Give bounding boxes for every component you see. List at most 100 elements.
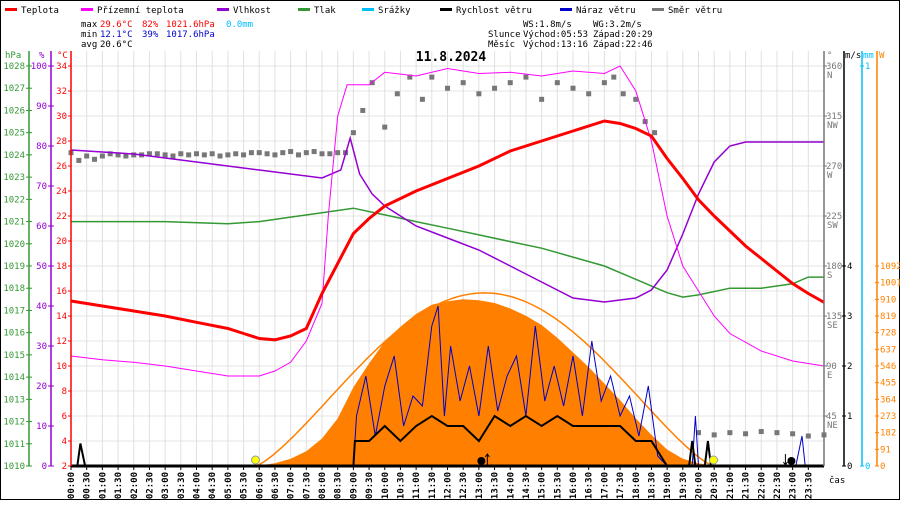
wind-direction-point	[186, 152, 192, 158]
x-tick-label: 07:00	[287, 472, 297, 499]
pressure-tick-label: 1019	[3, 262, 25, 272]
x-tick-label: 15:00	[538, 472, 548, 499]
direction-tick-name: E	[827, 371, 832, 381]
wind-direction-point	[288, 149, 294, 155]
direction-tick-label: 135	[826, 312, 842, 322]
x-tick-label: 17:30	[616, 472, 626, 499]
x-tick-label: 08:00	[318, 472, 328, 499]
wind-direction-point	[225, 152, 231, 158]
x-tick-label: 23:30	[804, 472, 814, 499]
temperature-tick-label: 28	[56, 137, 67, 147]
legend-item-label: Rychlost větru	[456, 6, 532, 16]
solar-tick-label: 273	[880, 412, 896, 422]
wind-direction-point	[460, 80, 466, 86]
temperature-tick-label: 8	[62, 387, 67, 397]
moonrise-marker	[477, 457, 486, 465]
solar-tick-label: 819	[880, 312, 896, 322]
solar-tick-label: 0	[880, 462, 885, 472]
legend-swatch	[652, 8, 664, 11]
wind-direction-point	[476, 91, 482, 97]
wind-direction-point	[507, 80, 513, 86]
wind-direction-point	[492, 85, 498, 91]
wind-tick-label: 2	[847, 362, 852, 372]
x-tick-label: 15:30	[553, 472, 563, 499]
pressure-tick-label: 1028	[3, 62, 25, 72]
x-tick-label: 23:00	[789, 472, 799, 499]
temperature-tick-label: 18	[56, 262, 67, 272]
legend-swatch	[560, 8, 572, 11]
solar-tick-label: 182	[880, 429, 896, 439]
stat-max-label: max	[81, 20, 98, 30]
wind-direction-point	[586, 91, 592, 97]
x-tick-label: 03:00	[161, 472, 171, 499]
wind-direction-point	[76, 157, 82, 163]
moon-label: Měsíc	[488, 40, 515, 50]
x-tick-label: 11:00	[412, 472, 422, 499]
wind-direction-point	[394, 91, 400, 97]
wind-direction-point	[620, 91, 626, 97]
wind-direction-point	[319, 151, 325, 157]
x-tick-label: 13:30	[491, 472, 501, 499]
legend-swatch	[298, 8, 310, 11]
humidity-tick-label: 50	[36, 262, 47, 272]
wind-direction-point	[335, 150, 341, 156]
moonset-marker	[787, 457, 796, 465]
stat-min-label: min	[81, 30, 97, 40]
humidity-tick-label: 40	[36, 302, 47, 312]
x-tick-label: 03:30	[177, 472, 187, 499]
wind-direction-point	[107, 151, 113, 157]
solar-tick-label: 546	[880, 362, 896, 372]
pressure-tick-label: 1018	[3, 284, 25, 294]
pressure-tick-label: 1025	[3, 129, 25, 139]
wind-direction-point	[350, 130, 356, 136]
stat-max-press: 1021.6hPa	[166, 20, 215, 30]
pressure-tick-label: 1027	[3, 84, 25, 94]
stat-avg-label: avg	[81, 40, 97, 50]
solar-tick-label: 364	[880, 395, 896, 405]
pressure-tick-label: 1022	[3, 195, 25, 205]
wind-direction-point	[554, 80, 560, 86]
wind-tick-label: 1	[847, 412, 852, 422]
legend-item-label: Vlhkost	[233, 6, 271, 16]
x-tick-label: 11:30	[428, 472, 438, 499]
temperature-tick-label: 26	[56, 162, 67, 172]
moon-set: Západ:22:46	[593, 40, 653, 50]
pressure-tick-label: 1026	[3, 106, 25, 116]
wind-direction-point	[360, 107, 366, 113]
wind-tick-label: 4	[847, 262, 852, 272]
x-tick-label: 06:30	[271, 472, 281, 499]
temperature-axis-unit: °C	[57, 51, 68, 61]
x-tick-label: 07:30	[302, 472, 312, 499]
rain-axis-unit: mm	[863, 51, 874, 61]
stat-min-temp: 12.1°C	[100, 30, 133, 40]
wind-direction-point	[539, 96, 545, 102]
axes: hPa1010101110121013101410151016101710181…	[3, 51, 900, 499]
wind-direction-point	[272, 152, 278, 158]
wind-direction-point	[241, 152, 247, 158]
wind-direction-point	[652, 130, 658, 136]
solar-tick-label: 91	[880, 445, 891, 455]
wind-direction-point	[178, 151, 184, 157]
wind-direction-point	[805, 433, 811, 439]
wind-tick-label: 0	[847, 462, 852, 472]
x-tick-label: 18:30	[647, 472, 657, 499]
x-tick-label: 08:30	[334, 472, 344, 499]
pressure-tick-label: 1021	[3, 218, 25, 228]
wind-direction-point	[327, 151, 333, 157]
direction-tick-label: 45	[826, 412, 837, 422]
humidity-tick-label: 0	[42, 462, 47, 472]
apparent-temperature-line	[70, 65, 825, 377]
wind-direction-point	[84, 153, 90, 159]
sun-rise: Východ:05:53	[523, 30, 588, 40]
x-tick-label: 18:00	[632, 472, 642, 499]
wind-direction-point	[633, 96, 639, 102]
humidity-tick-label: 80	[36, 142, 47, 152]
humidity-tick-label: 100	[31, 62, 47, 72]
x-tick-label: 20:00	[695, 472, 705, 499]
humidity-axis-unit: %	[39, 51, 45, 61]
x-tick-label: 12:00	[444, 472, 454, 499]
wind-direction-point	[154, 151, 160, 157]
humidity-tick-label: 60	[36, 222, 47, 232]
x-tick-label: 12:30	[459, 472, 469, 499]
